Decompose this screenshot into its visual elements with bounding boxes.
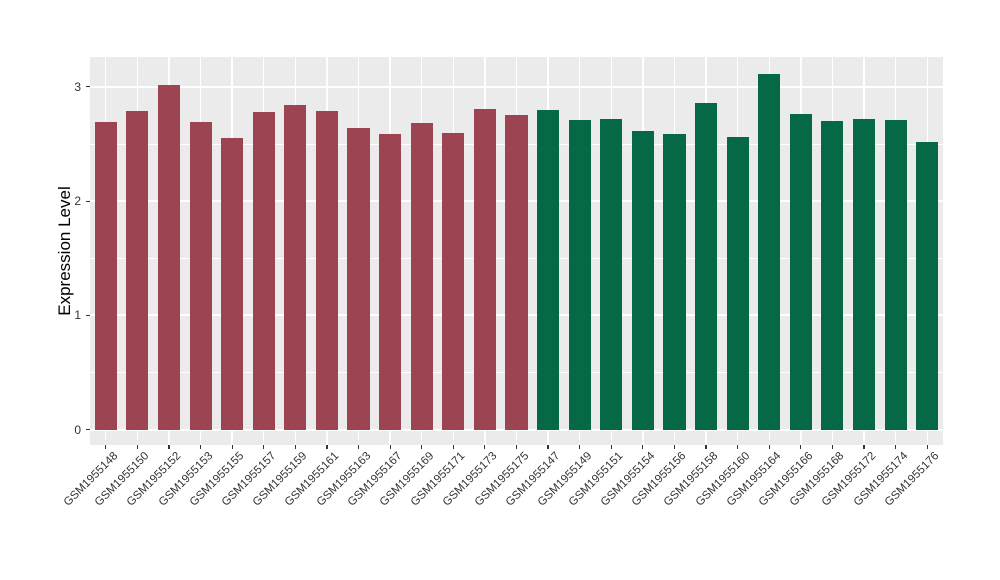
y-tick-mark: [86, 86, 90, 88]
bar-GSM1955172: [852, 118, 876, 430]
x-tick-mark: [136, 445, 138, 449]
x-tick-mark: [357, 445, 360, 449]
x-tick-mark: [673, 445, 676, 449]
bar-GSM1955154: [631, 131, 654, 430]
bar-GSM1955171: [442, 132, 465, 430]
bar-GSM1955176: [916, 141, 939, 430]
x-tick-mark: [199, 445, 202, 449]
x-tick-mark: [231, 445, 233, 449]
bar-GSM1955152: [157, 84, 181, 430]
y-tick-mark: [86, 428, 90, 431]
x-tick-mark: [421, 445, 423, 449]
bar-GSM1955168: [821, 121, 844, 430]
bar-GSM1955163: [347, 128, 370, 430]
x-tick-mark: [484, 445, 486, 449]
x-tick-mark: [895, 445, 897, 449]
bar-GSM1955173: [473, 108, 496, 430]
bar-GSM1955161: [315, 110, 338, 430]
y-tick-label: 1: [74, 308, 81, 323]
plot-panel: [90, 57, 943, 445]
x-tick-mark: [105, 445, 107, 449]
bar-GSM1955151: [600, 118, 623, 430]
bar-GSM1955169: [410, 123, 433, 430]
bar-GSM1955175: [505, 115, 528, 430]
x-tick-mark: [452, 445, 454, 449]
y-tick-label: 0: [74, 422, 81, 437]
y-tick-label: 2: [74, 194, 81, 209]
bar-GSM1955148: [94, 122, 117, 430]
bar-GSM1955153: [189, 122, 212, 430]
x-tick-mark: [926, 445, 928, 449]
x-tick-mark: [294, 445, 296, 449]
bar-GSM1955147: [537, 109, 560, 430]
bar-GSM1955166: [789, 114, 812, 430]
bar-GSM1955160: [726, 137, 749, 430]
x-tick-mark: [705, 445, 707, 449]
bar-GSM1955174: [884, 120, 907, 430]
x-tick-mark: [610, 445, 612, 449]
x-tick-mark: [389, 445, 391, 449]
bar-GSM1955159: [284, 105, 307, 430]
y-tick-mark: [86, 314, 90, 316]
x-tick-mark: [579, 445, 581, 449]
y-tick-label: 3: [74, 79, 81, 94]
x-tick-mark: [168, 445, 170, 449]
x-tick-mark: [863, 445, 865, 449]
x-tick-mark: [768, 445, 770, 449]
bar-GSM1955156: [663, 133, 686, 430]
x-tick-mark: [642, 445, 644, 449]
bar-GSM1955167: [379, 133, 402, 430]
bar-GSM1955149: [568, 120, 591, 430]
x-tick-mark: [831, 445, 833, 449]
y-tick-mark: [86, 200, 90, 202]
bar-GSM1955164: [758, 74, 781, 430]
x-tick-label: GSM1955148: [61, 450, 121, 509]
bar-GSM1955155: [221, 138, 244, 430]
x-tick-mark: [737, 445, 739, 449]
bar-GSM1955150: [126, 110, 149, 430]
bar-GSM1955157: [252, 112, 275, 430]
x-tick-mark: [515, 445, 518, 449]
x-tick-mark: [547, 445, 549, 449]
bar-GSM1955158: [694, 102, 718, 430]
x-tick-mark: [326, 445, 328, 449]
x-tick-mark: [800, 445, 802, 449]
x-tick-mark: [263, 445, 265, 449]
